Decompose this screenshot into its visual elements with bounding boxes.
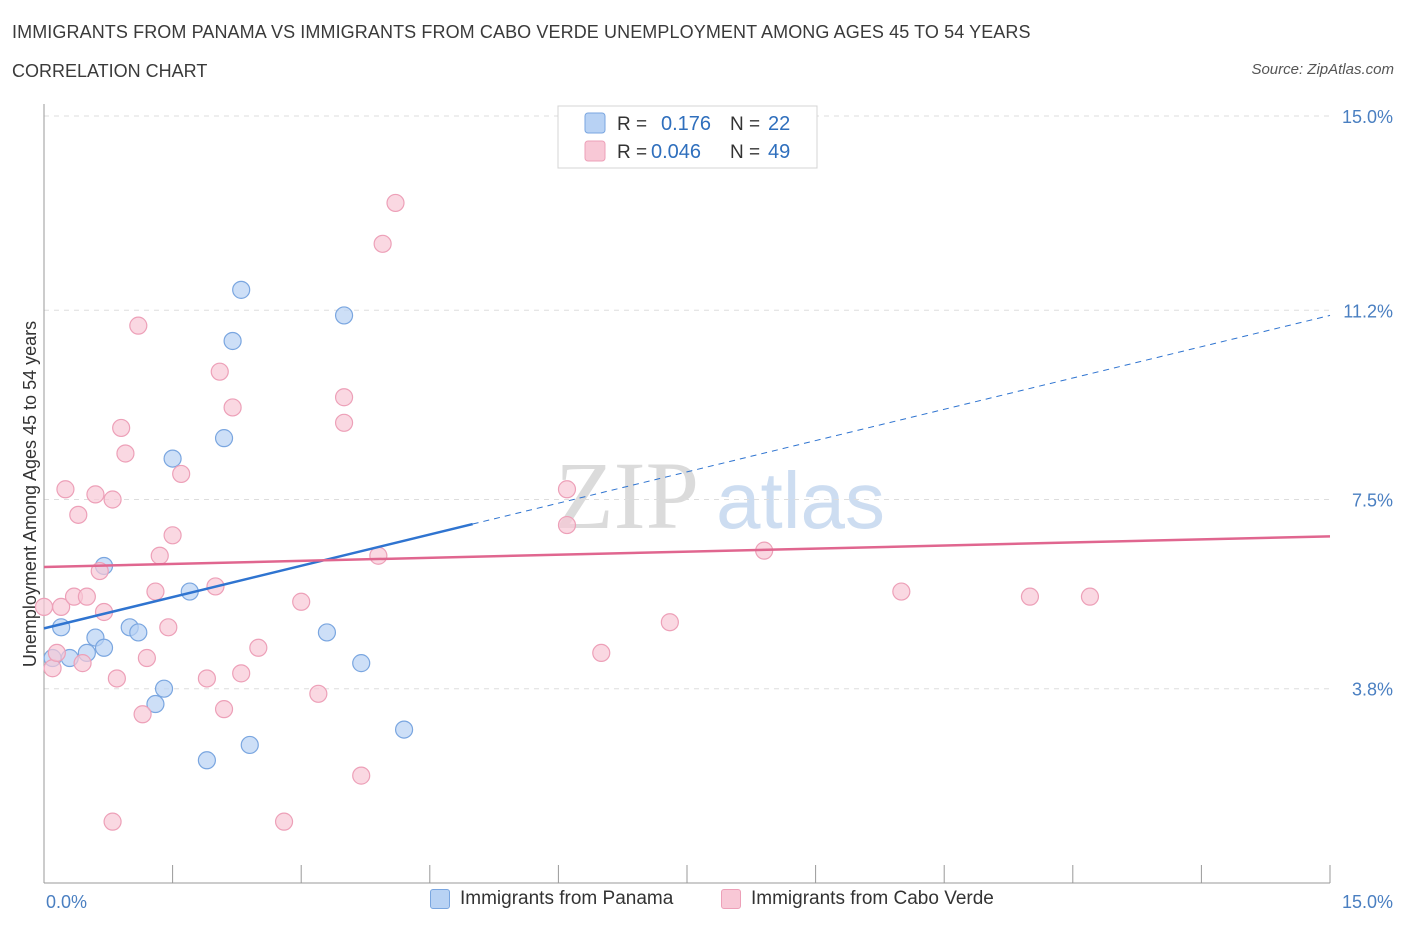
point-panama: [317, 623, 337, 642]
point-caboverde: [249, 638, 268, 657]
point-caboverde: [334, 388, 354, 407]
legend-label-caboverde: Immigrants from Cabo Verde: [751, 888, 994, 909]
y-tick-label: 3.8%: [1352, 680, 1393, 700]
point-caboverde: [116, 444, 135, 463]
point-panama: [163, 449, 182, 468]
legend-swatch-panama: [584, 112, 606, 134]
x-tick-label-max: 15.0%: [1342, 892, 1393, 912]
y-tick-label: 11.2%: [1343, 301, 1393, 321]
chart-title: IMMIGRANTS FROM PANAMA VS IMMIGRANTS FRO…: [12, 22, 1031, 42]
trend-line-caboverde: [43, 535, 1331, 569]
point-caboverde: [112, 418, 131, 438]
point-caboverde: [86, 485, 105, 504]
point-caboverde: [1080, 587, 1100, 606]
point-panama: [223, 331, 242, 351]
y-axis-label: Unemployment Among Ages 45 to 54 years: [20, 321, 40, 667]
point-panama: [232, 280, 251, 299]
point-caboverde: [557, 515, 577, 535]
point-caboverde: [369, 546, 388, 565]
legend-swatch-panama-bottom: [430, 889, 450, 909]
trend-line-panama-extension: [472, 314, 1331, 525]
point-caboverde: [163, 526, 182, 545]
correlation-legend: R = 0.176 N = 22 R = 0.046 N = 49: [557, 105, 818, 169]
point-caboverde: [1020, 587, 1040, 606]
point-caboverde: [197, 669, 216, 688]
watermark-atlas: atlas: [716, 456, 885, 545]
point-caboverde: [557, 480, 577, 499]
x-tick-label-min: 0.0%: [46, 892, 87, 912]
point-panama: [52, 618, 71, 637]
point-caboverde: [592, 643, 611, 663]
point-caboverde: [892, 582, 911, 601]
y-tick-labels: 3.8% 7.5% 11.2% 15.0%: [1342, 107, 1393, 700]
point-panama: [129, 623, 148, 642]
legend-n-label-panama: N =: [730, 114, 760, 135]
point-caboverde: [660, 613, 679, 632]
point-caboverde: [232, 664, 251, 683]
legend-r-value-caboverde: 0.046: [651, 141, 701, 163]
point-caboverde: [150, 546, 169, 565]
point-caboverde: [137, 648, 156, 668]
watermark-zip: ZIP: [555, 442, 699, 549]
point-caboverde: [159, 618, 178, 637]
point-caboverde: [52, 597, 71, 616]
point-caboverde: [133, 705, 152, 724]
point-caboverde: [352, 766, 371, 785]
point-panama: [197, 751, 216, 770]
legend-label-panama: Immigrants from Panama: [460, 888, 674, 909]
point-caboverde: [373, 234, 392, 253]
series-panama-points: [43, 280, 414, 770]
point-caboverde: [47, 643, 66, 663]
source-credit: Source: ZipAtlas.com: [1251, 61, 1394, 78]
point-panama: [146, 694, 165, 714]
series-caboverde-points: [34, 193, 1100, 831]
legend-swatch-caboverde-bottom: [721, 889, 741, 909]
point-panama: [394, 720, 414, 739]
legend-r-label-panama: R =: [617, 114, 647, 135]
legend-r-value-panama: 0.176: [661, 113, 711, 135]
watermark: ZIP atlas: [555, 442, 885, 549]
point-caboverde: [210, 362, 229, 381]
point-caboverde: [334, 413, 354, 432]
point-caboverde: [172, 464, 191, 484]
point-caboverde: [103, 490, 122, 509]
y-tick-label: 15.0%: [1342, 107, 1393, 127]
point-caboverde: [69, 505, 88, 524]
point-caboverde: [43, 659, 62, 678]
point-caboverde: [73, 654, 92, 673]
point-caboverde: [103, 812, 122, 831]
legend-n-value-caboverde: 49: [768, 141, 790, 163]
point-panama: [214, 429, 234, 448]
point-caboverde: [386, 193, 405, 213]
point-panama: [154, 679, 174, 698]
point-caboverde: [56, 480, 75, 499]
legend-item-panama: Immigrants from Panama: [430, 888, 673, 910]
point-caboverde: [34, 597, 54, 616]
point-caboverde: [223, 398, 242, 417]
point-caboverde: [129, 316, 148, 335]
y-tick-label: 7.5%: [1352, 491, 1393, 511]
legend-r-label-caboverde: R =: [617, 142, 647, 163]
legend-n-value-panama: 22: [768, 113, 790, 135]
legend-swatch-caboverde: [584, 140, 606, 162]
chart-subtitle: CORRELATION CHART: [12, 61, 208, 81]
point-caboverde: [274, 812, 294, 831]
point-panama: [240, 735, 259, 755]
series-legend: Immigrants from Panama Immigrants from C…: [0, 888, 1406, 918]
point-caboverde: [77, 587, 96, 606]
point-caboverde: [292, 592, 311, 611]
legend-n-label-caboverde: N =: [730, 142, 760, 163]
point-panama: [94, 638, 114, 657]
legend-item-caboverde: Immigrants from Cabo Verde: [721, 888, 994, 910]
x-ticks: [43, 865, 1331, 883]
point-caboverde: [214, 700, 234, 719]
point-caboverde: [107, 669, 126, 688]
trend-line-panama: [43, 522, 473, 630]
point-caboverde: [309, 684, 328, 703]
trend-lines: [43, 314, 1331, 630]
point-panama: [334, 306, 354, 325]
point-panama: [352, 654, 371, 673]
point-caboverde: [146, 582, 165, 601]
